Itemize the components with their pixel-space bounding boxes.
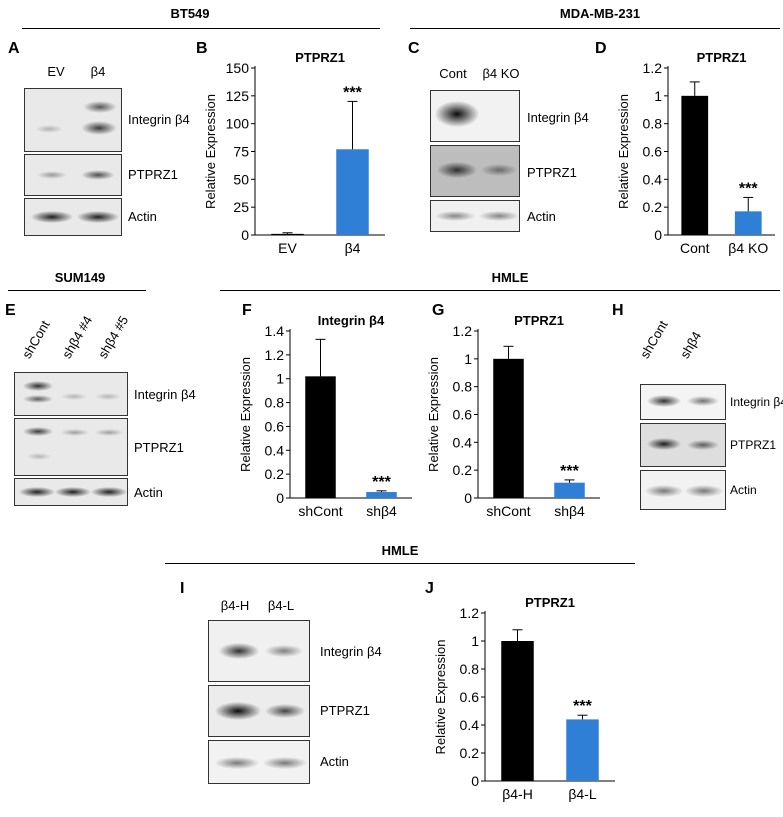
blot-strip (430, 200, 520, 232)
panel-label-b: B (196, 40, 208, 57)
panel-label-j: J (425, 580, 434, 597)
y-axis-label: Relative Expression (203, 94, 218, 209)
blot-strip (208, 620, 310, 682)
y-tick-label: 50 (233, 171, 249, 187)
bar-2 (336, 149, 369, 235)
blot-row-label: PTPRZ1 (134, 440, 184, 455)
blot-row-label: Integrin β4 (730, 395, 783, 409)
header-rule-bt549 (22, 28, 380, 29)
y-tick-label: 100 (226, 116, 250, 132)
blot-row-label: PTPRZ1 (527, 165, 577, 180)
blot-row-label: Actin (527, 209, 556, 224)
panel-label-g: G (432, 302, 445, 319)
blot-row-label: Integrin β4 (527, 110, 589, 125)
blot-row-label: Integrin β4 (128, 112, 190, 127)
blot-strip (640, 384, 726, 420)
lane-label: β4 KO (482, 66, 520, 81)
lane-label: β4-H (220, 598, 250, 613)
blot-strip (640, 423, 726, 467)
panel-label-h: H (612, 302, 624, 319)
blot-row-label: Integrin β4 (320, 644, 382, 659)
blot-strip (430, 90, 520, 142)
header-sum149: SUM149 (54, 270, 106, 285)
blot-strip (208, 685, 310, 737)
header-bt549: BT549 (170, 6, 210, 21)
lane-label: β4 (90, 64, 106, 79)
x-tick-label: EV (278, 240, 297, 256)
y-tick-label: 150 (226, 60, 250, 76)
panel-label-d: D (595, 40, 607, 57)
significance-label: *** (343, 84, 362, 101)
header-rule-hmle-top (220, 290, 780, 291)
blot-row-label: Actin (320, 754, 349, 769)
header-rule-hmle-bottom (165, 563, 635, 564)
panel-label-f: F (242, 302, 252, 319)
lane-label: Cont (439, 66, 467, 81)
y-tick-label: 125 (226, 88, 250, 104)
y-tick-label: 0 (241, 227, 249, 243)
blot-row-label: Actin (730, 483, 757, 497)
blot-strip (430, 145, 520, 197)
blot-row-label: Integrin β4 (134, 387, 196, 402)
blot-strip (14, 372, 128, 416)
blot-strip (640, 470, 726, 510)
header-hmle-bottom: HMLE (381, 543, 419, 558)
blot-strip (24, 88, 122, 152)
lane-label: EV (47, 64, 65, 79)
panel-label-i: I (180, 580, 185, 597)
blot-row-label: PTPRZ1 (730, 438, 777, 452)
panel-label-e: E (5, 302, 16, 319)
blot-strip (14, 418, 128, 476)
blot-strip (24, 198, 122, 236)
lane-label: β4-L (267, 598, 295, 613)
header-rule-sum149 (8, 290, 146, 291)
x-tick-label: β4 (345, 240, 361, 256)
blot-strip (14, 478, 128, 506)
header-hmle-top: HMLE (491, 270, 529, 285)
blot-row-label: Actin (128, 209, 157, 224)
y-tick-label: 25 (233, 199, 249, 215)
blot-row-label: Actin (134, 485, 163, 500)
y-tick-label: 75 (233, 144, 249, 160)
blot-strip (24, 154, 122, 196)
blot-strip (208, 740, 310, 784)
panel-label-c: C (408, 40, 420, 57)
blot-row-label: PTPRZ1 (128, 167, 178, 182)
blot-row-label: PTPRZ1 (320, 703, 370, 718)
chart-title: PTPRZ1 (295, 50, 345, 65)
header-mda: MDA-MB-231 (559, 6, 641, 21)
header-rule-mda (410, 28, 780, 29)
panel-label-a: A (8, 40, 20, 57)
bar-1 (271, 233, 304, 235)
